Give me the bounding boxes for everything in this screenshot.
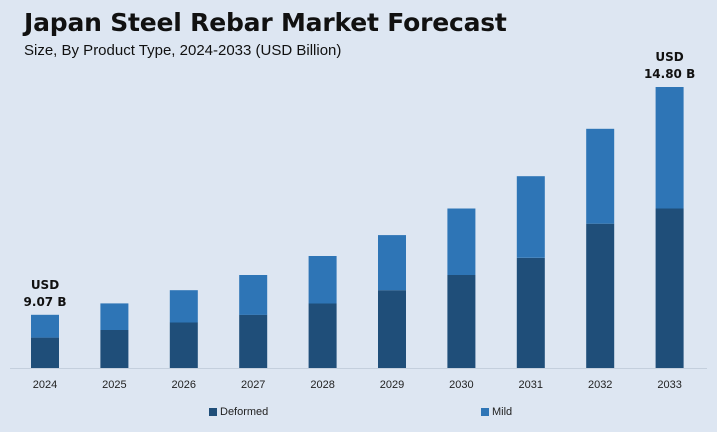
value-label-currency: USD: [655, 50, 684, 64]
bar-mild-2027: [239, 275, 268, 315]
bar-mild-2026: [169, 290, 198, 323]
bar-deformed-2031: [516, 257, 545, 368]
value-label-amount: 14.80 B: [643, 67, 696, 81]
bar-deformed-2025: [100, 330, 129, 368]
value-label-amount: 9.07 B: [23, 294, 67, 309]
x-tick-label-2029: 2029: [380, 379, 404, 391]
bar-deformed-2029: [378, 290, 406, 368]
bar-mild-2032: [586, 128, 615, 224]
value-label-currency: USD: [30, 277, 60, 292]
bar-mild-2029: [378, 235, 406, 291]
bar-deformed-2032: [586, 223, 615, 368]
bar-deformed-2028: [308, 303, 337, 368]
legend-item-deformed: Deformed: [209, 405, 268, 419]
x-tick-label-2024: 2024: [33, 379, 57, 391]
bar-mild-2024: [31, 314, 59, 338]
value-label-2024: USD 9.07 B: [5, 277, 85, 311]
legend-swatch-mild: [481, 408, 489, 416]
x-tick-label-2030: 2030: [449, 379, 473, 391]
bar-deformed-2026: [169, 322, 198, 368]
legend-label-mild: Mild: [492, 406, 513, 418]
x-tick-label-2028: 2028: [310, 379, 334, 391]
bar-deformed-2033: [655, 208, 684, 368]
legend-item-mild: Mild: [481, 405, 512, 419]
bar-deformed-2030: [447, 275, 476, 368]
legend-label-deformed: Deformed: [220, 406, 269, 418]
legend-swatch-deformed: [209, 408, 217, 416]
x-tick-label-2026: 2026: [172, 379, 196, 391]
bar-deformed-2024: [31, 337, 59, 368]
x-tick-label-2025: 2025: [102, 379, 126, 391]
x-tick-label-2032: 2032: [588, 379, 612, 391]
bar-mild-2030: [447, 208, 476, 275]
bar-mild-2025: [100, 303, 129, 330]
bar-deformed-2027: [239, 314, 268, 368]
chart-title: Japan Steel Rebar Market Forecast: [24, 8, 507, 37]
bar-mild-2033: [655, 87, 684, 209]
x-tick-label-2027: 2027: [241, 379, 265, 391]
bar-mild-2028: [308, 256, 337, 304]
value-label-2033: USD 14.80 B: [630, 49, 710, 83]
x-tick-label-2031: 2031: [519, 379, 543, 391]
x-tick-label-2033: 2033: [657, 379, 681, 391]
chart-subtitle: Size, By Product Type, 2024-2033 (USD Bi…: [24, 42, 342, 59]
bar-mild-2031: [516, 176, 545, 258]
